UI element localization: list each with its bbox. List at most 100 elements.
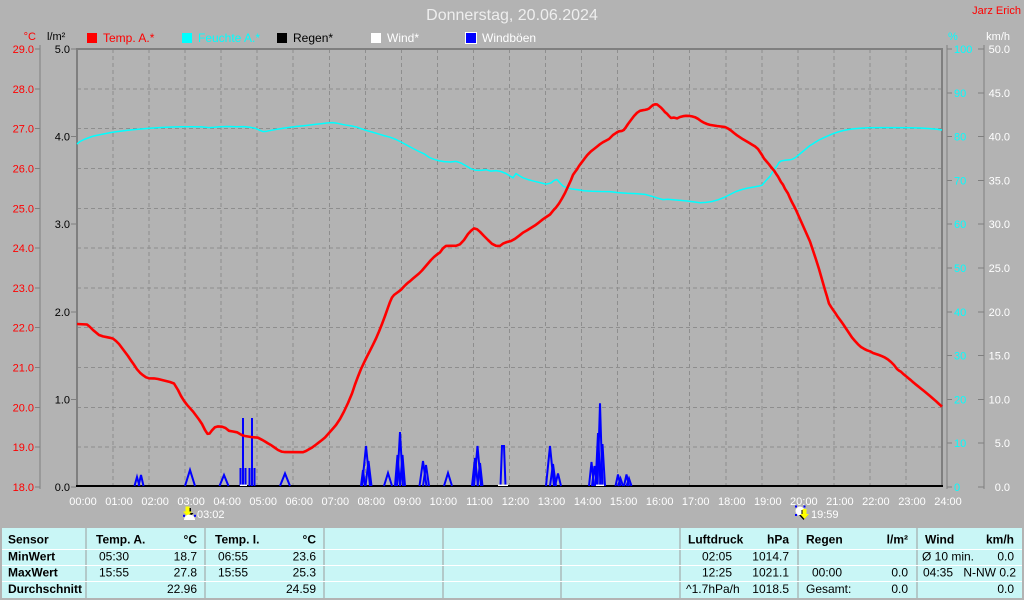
svg-text:06:00: 06:00 bbox=[285, 496, 313, 508]
svg-text:1021.1: 1021.1 bbox=[752, 566, 789, 580]
svg-text:60: 60 bbox=[954, 219, 966, 231]
svg-text:12:25: 12:25 bbox=[702, 566, 732, 580]
svg-text:0.0: 0.0 bbox=[995, 482, 1010, 494]
svg-text:27.0: 27.0 bbox=[13, 124, 34, 136]
svg-text:Regen: Regen bbox=[806, 533, 843, 547]
svg-text:28.0: 28.0 bbox=[13, 84, 34, 96]
svg-text:21:00: 21:00 bbox=[826, 496, 854, 508]
svg-text:26.0: 26.0 bbox=[13, 164, 34, 176]
svg-text:3.0: 3.0 bbox=[55, 219, 70, 231]
svg-text:0.0: 0.0 bbox=[997, 582, 1014, 596]
svg-text:04:00: 04:00 bbox=[213, 496, 241, 508]
svg-text:Windböen: Windböen bbox=[482, 31, 536, 45]
svg-text:04:35: 04:35 bbox=[923, 566, 953, 580]
svg-text:Wind: Wind bbox=[925, 533, 954, 547]
svg-text:07:00: 07:00 bbox=[322, 496, 350, 508]
svg-text:%: % bbox=[948, 31, 958, 43]
svg-text:N-NW 0.2: N-NW 0.2 bbox=[963, 566, 1016, 580]
svg-text:05:30: 05:30 bbox=[99, 550, 129, 564]
svg-text:25.0: 25.0 bbox=[13, 203, 34, 215]
svg-text:0.0: 0.0 bbox=[997, 550, 1014, 564]
svg-text:Gesamt:: Gesamt: bbox=[806, 582, 851, 596]
svg-text:06:55: 06:55 bbox=[218, 550, 248, 564]
svg-text:21.0: 21.0 bbox=[13, 363, 34, 375]
svg-text:Sensor: Sensor bbox=[8, 533, 49, 547]
svg-text:24.0: 24.0 bbox=[13, 243, 34, 255]
svg-text:km/h: km/h bbox=[986, 533, 1014, 547]
svg-text:Ø 10 min.: Ø 10 min. bbox=[922, 550, 974, 564]
svg-text:17:00: 17:00 bbox=[682, 496, 710, 508]
svg-text:50: 50 bbox=[954, 263, 966, 275]
svg-text:23.6: 23.6 bbox=[293, 550, 317, 564]
svg-text:100: 100 bbox=[954, 44, 972, 56]
svg-text:18.0: 18.0 bbox=[13, 482, 34, 494]
svg-text:00:00: 00:00 bbox=[69, 496, 97, 508]
svg-text:22:00: 22:00 bbox=[862, 496, 890, 508]
svg-text:20:00: 20:00 bbox=[790, 496, 818, 508]
svg-text:05:00: 05:00 bbox=[249, 496, 277, 508]
svg-text:20.0: 20.0 bbox=[989, 307, 1010, 319]
svg-text:08:00: 08:00 bbox=[358, 496, 386, 508]
svg-text:km/h: km/h bbox=[986, 31, 1010, 43]
svg-text:Luftdruck: Luftdruck bbox=[688, 533, 744, 547]
svg-text:Donnerstag, 20.06.2024: Donnerstag, 20.06.2024 bbox=[426, 7, 598, 24]
svg-text:30: 30 bbox=[954, 351, 966, 363]
svg-text:22.96: 22.96 bbox=[167, 582, 197, 596]
svg-text:Wind*: Wind* bbox=[387, 31, 419, 45]
svg-text:10:00: 10:00 bbox=[430, 496, 458, 508]
svg-text:1.0: 1.0 bbox=[55, 394, 70, 406]
svg-text:Feuchte A.*: Feuchte A.* bbox=[198, 31, 260, 45]
svg-text:MaxWert: MaxWert bbox=[8, 566, 58, 580]
svg-text:70: 70 bbox=[954, 175, 966, 187]
svg-text:29.0: 29.0 bbox=[13, 44, 34, 56]
svg-text:20: 20 bbox=[954, 394, 966, 406]
svg-text:1014.7: 1014.7 bbox=[752, 550, 789, 564]
svg-text:Temp. I.: Temp. I. bbox=[215, 533, 259, 547]
svg-text:24.59: 24.59 bbox=[286, 582, 316, 596]
svg-text:02:05: 02:05 bbox=[702, 550, 732, 564]
svg-text:23.0: 23.0 bbox=[13, 283, 34, 295]
svg-text:°C: °C bbox=[24, 31, 36, 43]
svg-text:18:00: 18:00 bbox=[718, 496, 746, 508]
svg-text:14:00: 14:00 bbox=[574, 496, 602, 508]
svg-text:45.0: 45.0 bbox=[989, 88, 1010, 100]
svg-text:12:00: 12:00 bbox=[502, 496, 530, 508]
svg-text:5.0: 5.0 bbox=[995, 438, 1010, 450]
svg-text:16:00: 16:00 bbox=[646, 496, 674, 508]
svg-text:50.0: 50.0 bbox=[989, 44, 1010, 56]
svg-text:19.0: 19.0 bbox=[13, 442, 34, 454]
svg-text:Jarz Erich: Jarz Erich bbox=[972, 5, 1021, 17]
svg-text:27.8: 27.8 bbox=[174, 566, 198, 580]
svg-text:01:00: 01:00 bbox=[105, 496, 133, 508]
svg-text:13:00: 13:00 bbox=[538, 496, 566, 508]
svg-text:15:55: 15:55 bbox=[218, 566, 248, 580]
svg-text:15:00: 15:00 bbox=[610, 496, 638, 508]
svg-text:23:00: 23:00 bbox=[898, 496, 926, 508]
svg-text:40.0: 40.0 bbox=[989, 132, 1010, 144]
svg-text:24:00: 24:00 bbox=[934, 496, 962, 508]
svg-text:18.7: 18.7 bbox=[174, 550, 198, 564]
svg-text:90: 90 bbox=[954, 88, 966, 100]
svg-text:10.0: 10.0 bbox=[989, 394, 1010, 406]
svg-text:l/m²: l/m² bbox=[887, 533, 908, 547]
svg-text:03:00: 03:00 bbox=[177, 496, 205, 508]
svg-text:00:00: 00:00 bbox=[812, 566, 842, 580]
svg-text:25.3: 25.3 bbox=[293, 566, 317, 580]
svg-text:0.0: 0.0 bbox=[891, 582, 908, 596]
svg-text:40: 40 bbox=[954, 307, 966, 319]
svg-text:1018.5: 1018.5 bbox=[752, 582, 789, 596]
svg-text:22.0: 22.0 bbox=[13, 323, 34, 335]
svg-text:Temp. A.*: Temp. A.* bbox=[103, 31, 155, 45]
svg-text:°C: °C bbox=[303, 533, 317, 547]
svg-text:Temp. A.: Temp. A. bbox=[96, 533, 145, 547]
svg-text:80: 80 bbox=[954, 132, 966, 144]
svg-text:10: 10 bbox=[954, 438, 966, 450]
svg-text:11:00: 11:00 bbox=[466, 496, 493, 508]
svg-text:l/m²: l/m² bbox=[47, 31, 66, 43]
svg-text:4.0: 4.0 bbox=[55, 132, 70, 144]
svg-text:03:02: 03:02 bbox=[197, 509, 225, 521]
svg-text:09:00: 09:00 bbox=[394, 496, 422, 508]
svg-text:^1.7hPa/h: ^1.7hPa/h bbox=[686, 582, 740, 596]
svg-text:0.0: 0.0 bbox=[55, 482, 70, 494]
svg-text:15:55: 15:55 bbox=[99, 566, 129, 580]
